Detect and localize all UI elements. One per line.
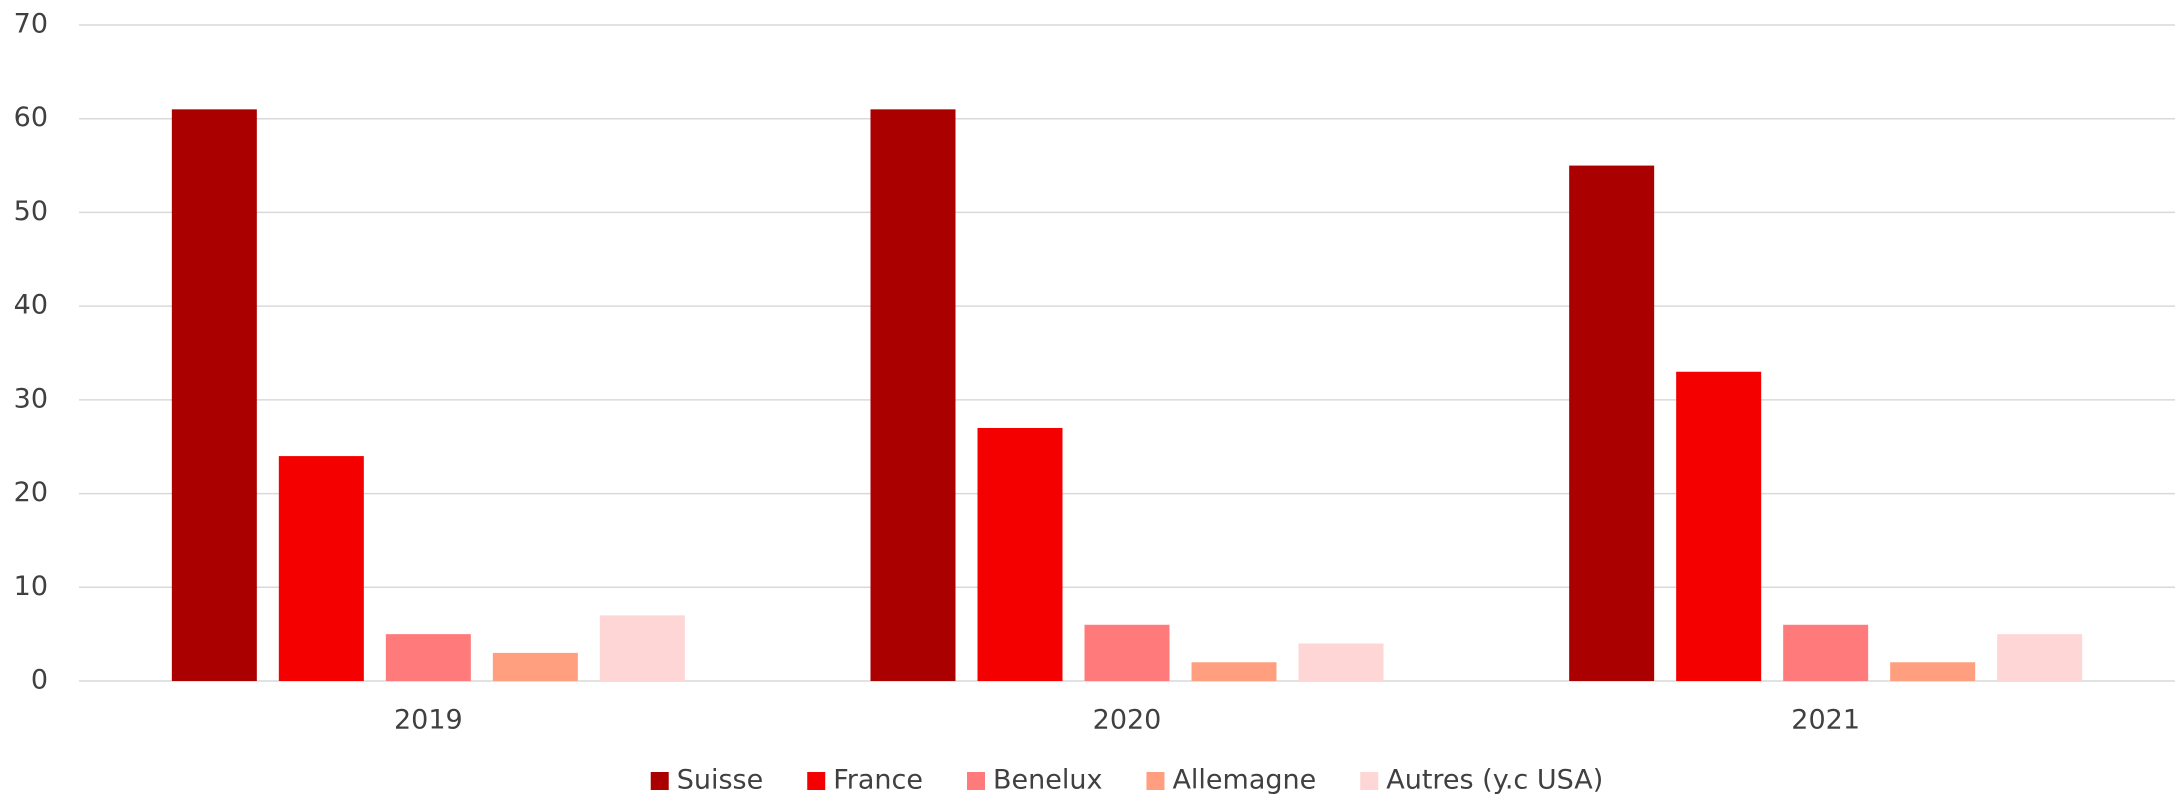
bar — [977, 427, 1063, 681]
x-tick-label: 2021 — [1791, 705, 1860, 736]
legend-swatch — [650, 772, 669, 790]
y-tick-label: 60 — [14, 102, 48, 133]
legend-swatch — [807, 772, 826, 790]
legend-label: France — [833, 765, 923, 796]
legend-item: France — [807, 765, 923, 796]
x-tick-label: 2019 — [394, 705, 463, 736]
legend-swatch — [1360, 772, 1379, 790]
bar — [1890, 662, 1976, 681]
y-tick-label: 70 — [14, 9, 48, 40]
bar — [278, 456, 364, 681]
x-tick-label: 2020 — [1093, 705, 1162, 736]
legend-label: Benelux — [993, 765, 1102, 796]
bar — [492, 652, 578, 681]
bar — [171, 109, 257, 682]
bar — [1084, 624, 1170, 681]
legend-label: Suisse — [677, 765, 764, 796]
bar — [1783, 624, 1869, 681]
bar — [1191, 662, 1277, 681]
y-tick-label: 50 — [14, 196, 48, 227]
bar — [870, 109, 956, 682]
bar — [1569, 165, 1655, 682]
legend-item: Autres (y.c USA) — [1360, 765, 1603, 796]
bar — [1298, 643, 1384, 681]
bar — [385, 634, 471, 681]
bar — [1676, 371, 1762, 681]
legend-item: Benelux — [967, 765, 1102, 796]
y-tick-label: 30 — [14, 383, 48, 414]
bar — [1997, 634, 2083, 681]
y-tick-label: 10 — [14, 571, 48, 602]
legend-label: Autres (y.c USA) — [1386, 765, 1603, 796]
y-tick-label: 0 — [31, 665, 48, 696]
legend-swatch — [1146, 772, 1165, 790]
bar — [599, 615, 685, 681]
legend-label: Allemagne — [1172, 765, 1316, 796]
legend-item: Suisse — [650, 765, 764, 796]
y-tick-label: 20 — [14, 477, 48, 508]
legend-swatch — [967, 772, 986, 790]
y-tick-label: 40 — [14, 290, 48, 321]
legend-item: Allemagne — [1146, 765, 1316, 796]
